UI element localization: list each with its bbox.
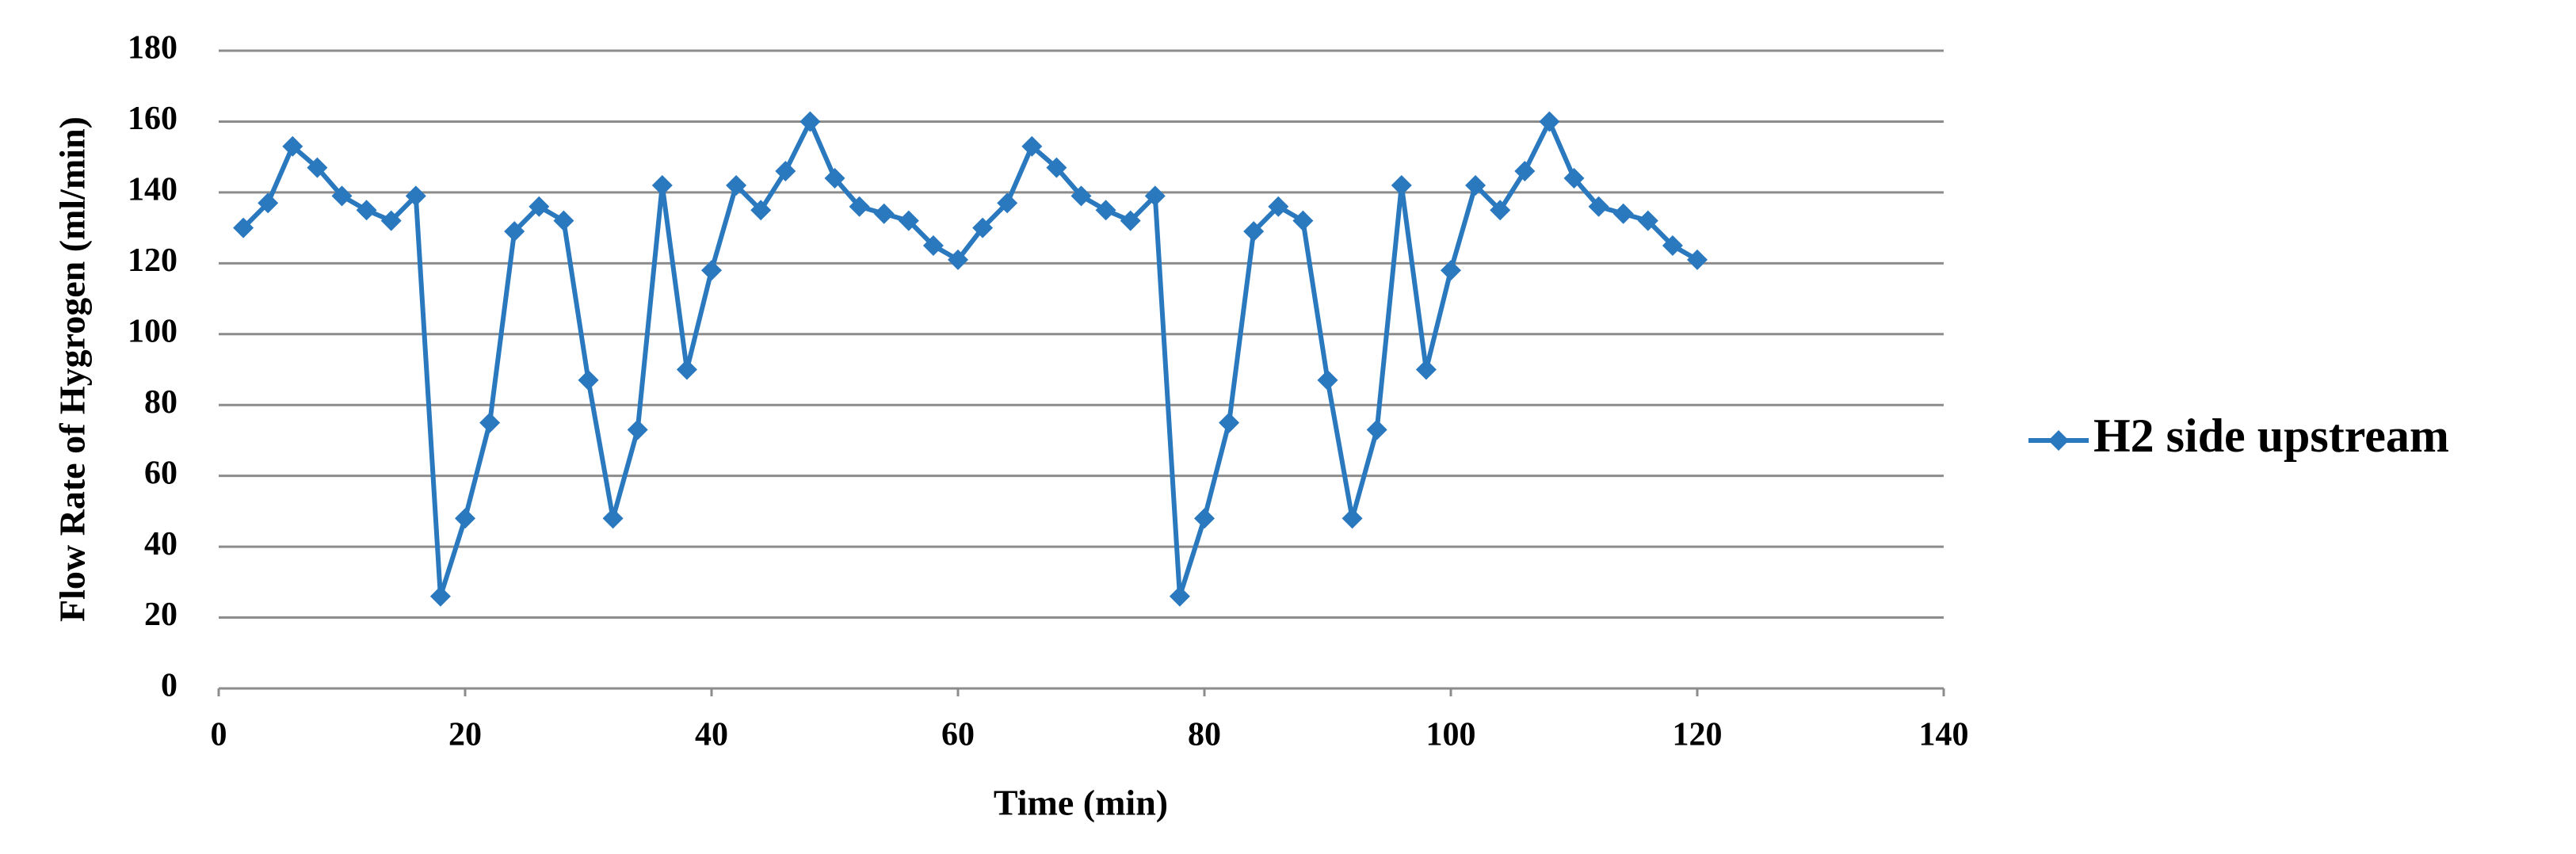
data-point [1588, 196, 1609, 217]
x-tick-label: 40 [695, 717, 728, 753]
data-point [849, 196, 870, 217]
x-tick-label: 140 [1919, 717, 1969, 753]
data-point [726, 174, 747, 196]
data-point [1268, 196, 1289, 217]
data-point [1687, 249, 1708, 270]
data-point [602, 508, 624, 529]
series-line [241, 119, 1699, 599]
data-point [1391, 174, 1412, 196]
data-point [1366, 419, 1387, 440]
y-tick-label: 180 [128, 30, 177, 67]
data-point [1441, 260, 1461, 281]
legend-label: H2 side upstream [2093, 410, 2449, 462]
data-point [455, 508, 475, 529]
data-point [1490, 200, 1511, 221]
data-point [651, 174, 673, 196]
data-point [1021, 135, 1043, 157]
data-point [1539, 111, 1560, 132]
y-tick-label: 160 [128, 101, 177, 137]
data-point [1095, 200, 1116, 221]
y-tick-label: 120 [128, 242, 177, 279]
data-point [1465, 174, 1486, 196]
data-point [479, 412, 501, 433]
x-tick-label: 20 [448, 717, 482, 753]
data-point [701, 260, 722, 281]
x-tick-label: 100 [1426, 717, 1476, 753]
x-tick-label: 120 [1673, 717, 1723, 753]
data-point [775, 161, 796, 182]
data-point [1292, 210, 1314, 231]
legend-marker [2048, 430, 2069, 451]
y-tick-label: 0 [161, 668, 177, 704]
data-point [1219, 412, 1240, 433]
x-tick-label: 0 [211, 717, 227, 753]
data-point [553, 210, 574, 231]
data-point [1317, 369, 1338, 391]
y-tick-label: 60 [144, 455, 177, 491]
y-tick-label: 100 [128, 313, 177, 349]
data-point [1144, 185, 1166, 207]
data-point [1612, 203, 1634, 224]
data-point [405, 185, 426, 207]
data-point [356, 200, 377, 221]
y-tick-label: 140 [128, 172, 177, 208]
data-point [429, 585, 451, 607]
y-tick-label: 40 [144, 526, 177, 562]
x-tick-label: 60 [941, 717, 975, 753]
data-point [1243, 221, 1265, 242]
data-point [800, 111, 821, 132]
data-point [1046, 157, 1067, 178]
data-point [282, 135, 303, 157]
data-point [1169, 585, 1190, 607]
data-point [824, 168, 845, 189]
data-point [627, 419, 648, 440]
data-point [258, 193, 279, 214]
data-point [898, 210, 919, 231]
data-point [331, 185, 353, 207]
data-point [750, 200, 772, 221]
data-point [1341, 508, 1363, 529]
data-point [1637, 210, 1658, 231]
data-point [922, 234, 944, 256]
data-point [1194, 508, 1215, 529]
data-point [873, 203, 895, 224]
y-tick-label: 20 [144, 597, 177, 633]
y-tick-label: 80 [144, 384, 177, 421]
x-axis-title: Time (min) [994, 783, 1168, 823]
data-point [578, 369, 599, 391]
data-point [1662, 234, 1683, 256]
data-point [307, 157, 328, 178]
data-point [504, 221, 525, 242]
x-tick-label: 80 [1188, 717, 1221, 753]
data-point [380, 210, 402, 231]
data-point [233, 217, 254, 238]
data-point [676, 359, 697, 380]
data-point [529, 196, 550, 217]
data-point [997, 193, 1018, 214]
data-point [1415, 359, 1437, 380]
data-point [1514, 161, 1536, 182]
data-point [948, 249, 968, 270]
data-point [1120, 210, 1141, 231]
y-axis-title: Flow Rate of Hygrogen (ml/min) [52, 116, 93, 622]
data-point [1563, 168, 1585, 189]
data-point [1070, 185, 1092, 207]
data-point [972, 217, 994, 238]
